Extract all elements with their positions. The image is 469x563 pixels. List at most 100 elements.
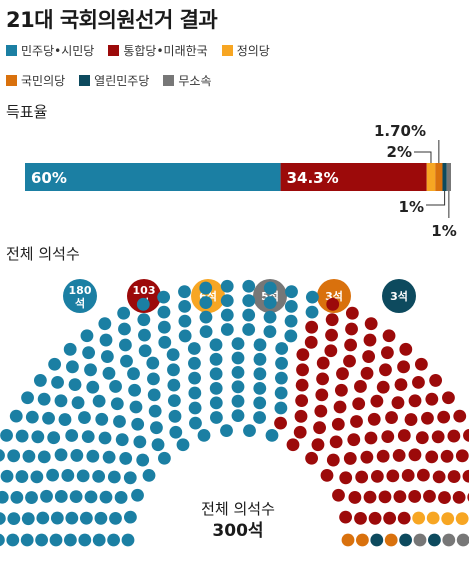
legend-swatch: [6, 75, 17, 86]
seat-dot: [274, 401, 288, 415]
seat-dot: [325, 313, 339, 327]
seat-dot: [341, 533, 355, 547]
seat-dot: [7, 512, 21, 525]
bar-segment-2: [280, 163, 427, 191]
seat-dot: [305, 320, 319, 334]
seat-dot: [114, 491, 128, 504]
seat-dot: [95, 412, 109, 426]
seat-dot: [243, 424, 256, 437]
seat-dot: [274, 416, 287, 430]
seat-dot: [408, 490, 422, 503]
seat-dot: [447, 470, 461, 483]
seat-dot: [178, 329, 192, 343]
seat-dot: [42, 411, 55, 425]
seat-dot: [0, 469, 14, 483]
seat-dot: [178, 285, 191, 299]
seat-dot: [187, 342, 201, 355]
seat-dot: [188, 371, 202, 385]
seat-dot: [98, 431, 112, 445]
seat-dot: [46, 468, 60, 482]
seat-dot: [326, 453, 340, 467]
seat-dot: [92, 533, 106, 547]
seat-dot: [131, 488, 144, 502]
chart-title: 21대 국회의원선거 결과: [6, 8, 218, 32]
seat-dot: [157, 305, 171, 319]
seat-dot: [305, 451, 318, 465]
seat-dot: [137, 313, 151, 327]
seat-dot: [304, 335, 318, 349]
seat-dot: [364, 317, 378, 331]
seat-dot: [22, 449, 36, 463]
seat-dot: [78, 411, 91, 424]
seat-dot: [119, 452, 133, 465]
seat-dot: [78, 533, 92, 547]
seat-dot: [54, 448, 68, 462]
seat-dot: [110, 397, 124, 411]
seat-dot: [7, 449, 21, 463]
seat-dot: [397, 360, 410, 374]
seat-dot: [51, 375, 64, 389]
seat-dot: [408, 394, 422, 408]
seat-dot: [462, 469, 469, 483]
seat-dot: [158, 335, 172, 349]
seat-dot: [314, 404, 328, 418]
seat-badge-label: 180 석: [69, 284, 92, 310]
seat-dot: [117, 306, 131, 320]
seat-dot: [253, 396, 267, 410]
seat-dot: [294, 409, 308, 423]
seat-dot: [61, 469, 75, 482]
seat-dot: [355, 470, 369, 484]
seat-dot: [138, 328, 151, 342]
seat-dot: [64, 533, 77, 547]
seat-dot: [296, 348, 310, 362]
bar-callout-label: 1%: [399, 198, 424, 216]
leader-line: [426, 191, 446, 206]
seat-dot: [136, 453, 150, 467]
seat-dot: [49, 533, 63, 547]
legend: 민주당•시민당 통합당•미래한국 정의당 국민의당 열린민주당 무소속: [6, 42, 326, 89]
seat-dot: [220, 279, 234, 293]
seat-dot: [31, 430, 45, 444]
seat-dot: [331, 417, 345, 431]
seat-dot: [79, 511, 93, 525]
seat-dot: [157, 290, 171, 304]
seat-dot: [146, 356, 160, 370]
seat-badge: [127, 279, 161, 313]
seat-dot: [295, 378, 309, 392]
seat-dot: [274, 371, 288, 385]
seat-dot: [447, 429, 461, 443]
seat-dot: [455, 449, 469, 463]
seat-dot: [263, 296, 277, 309]
seat-dot: [0, 512, 6, 525]
seat-dot: [136, 297, 150, 311]
seat-dot: [284, 314, 298, 328]
seat-dot: [107, 533, 120, 547]
seat-dot: [220, 323, 234, 336]
seat-dot: [362, 350, 376, 363]
seats-label: 전체 의석수: [6, 245, 80, 263]
seat-dot: [109, 512, 122, 525]
seat-dot: [416, 468, 430, 482]
seat-dot: [168, 409, 182, 423]
seat-dot: [421, 411, 434, 425]
seat-dot: [325, 328, 338, 342]
vote-share-label: 득표율: [6, 103, 48, 121]
seat-dot: [423, 489, 436, 503]
seat-dot: [178, 314, 192, 328]
seat-dot: [392, 449, 406, 462]
seat-dot: [178, 300, 192, 313]
seat-dot: [412, 511, 426, 525]
seat-dot: [58, 413, 72, 426]
seat-dot: [380, 346, 394, 360]
seat-dot: [368, 511, 382, 525]
legend-swatch: [108, 45, 120, 56]
seat-dot: [231, 366, 245, 379]
seat-dot: [86, 449, 100, 463]
seat-dot: [157, 320, 171, 334]
seat-dot: [370, 469, 384, 483]
seat-dot: [220, 308, 234, 322]
seat-dot: [0, 533, 5, 547]
seat-dot: [425, 392, 439, 406]
seat-dot: [48, 357, 62, 371]
